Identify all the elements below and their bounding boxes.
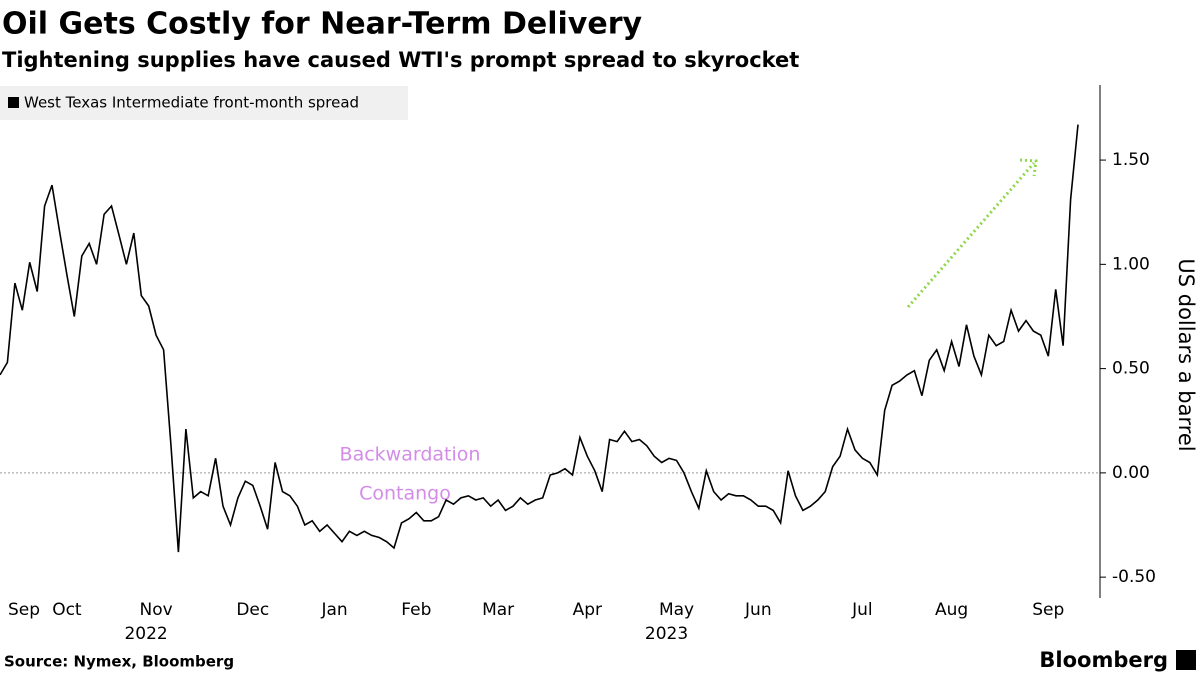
chart-title: Oil Gets Costly for Near-Term Delivery <box>2 7 643 42</box>
annotation: Contango <box>359 483 451 505</box>
x-tick-label: Sep <box>8 600 40 620</box>
y-tick-label: 0.00 <box>1112 463 1150 483</box>
x-tick-label: Jun <box>744 600 772 620</box>
y-tick-label: -0.50 <box>1112 567 1156 587</box>
legend-label: West Texas Intermediate front-month spre… <box>24 94 359 112</box>
year-label: 2023 <box>645 624 688 644</box>
chart-subtitle: Tightening supplies have caused WTI's pr… <box>2 48 799 72</box>
x-tick-label: Oct <box>52 600 82 620</box>
y-tick-label: 1.50 <box>1112 150 1150 170</box>
brand: Bloomberg <box>1039 648 1168 672</box>
x-tick-label: Sep <box>1032 600 1064 620</box>
x-tick-label: Nov <box>140 600 173 620</box>
annotation: Backwardation <box>340 444 481 466</box>
y-tick-label: 0.50 <box>1112 359 1150 379</box>
x-tick-label: Mar <box>482 600 514 620</box>
x-tick-label: Apr <box>573 600 602 620</box>
x-tick-label: Jan <box>320 600 347 620</box>
y-tick-label: 1.00 <box>1112 254 1150 274</box>
brand-icon <box>1176 650 1196 670</box>
x-tick-label: Dec <box>236 600 269 620</box>
source: Source: Nymex, Bloomberg <box>4 653 234 671</box>
legend-swatch <box>8 97 19 108</box>
trend-arrow <box>906 162 1036 308</box>
line <box>0 124 1079 553</box>
year-label: 2022 <box>124 624 167 644</box>
x-tick-label: Jul <box>851 600 873 620</box>
x-tick-label: Aug <box>935 600 968 620</box>
y-axis-label: US dollars a barrel <box>1174 258 1198 451</box>
legend-box <box>0 86 408 120</box>
x-tick-label: Feb <box>401 600 431 620</box>
trend-arrow-head <box>1019 158 1038 177</box>
x-tick-label: May <box>659 600 694 620</box>
